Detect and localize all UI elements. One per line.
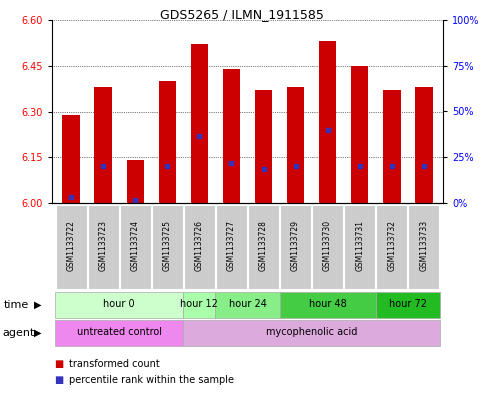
Bar [56, 205, 86, 289]
Text: GSM1133727: GSM1133727 [227, 220, 236, 271]
Text: GSM1133725: GSM1133725 [163, 220, 172, 271]
Text: hour 12: hour 12 [181, 299, 218, 309]
Bar [55, 320, 184, 345]
Text: untreated control: untreated control [77, 327, 162, 338]
Text: GSM1133724: GSM1133724 [131, 220, 140, 271]
Text: GSM1133729: GSM1133729 [291, 220, 300, 271]
Bar [280, 205, 311, 289]
Bar [287, 87, 304, 203]
Bar [280, 292, 376, 318]
Bar [184, 205, 215, 289]
Text: time: time [4, 300, 29, 310]
Text: hour 48: hour 48 [309, 299, 346, 309]
Bar [376, 292, 440, 318]
Bar [415, 87, 433, 203]
Bar [184, 320, 440, 345]
Text: ▶: ▶ [34, 300, 42, 310]
Bar [158, 81, 176, 203]
Text: percentile rank within the sample: percentile rank within the sample [69, 375, 234, 385]
Bar [184, 292, 215, 318]
Text: agent: agent [2, 328, 34, 338]
Bar [248, 205, 279, 289]
Bar [95, 87, 112, 203]
Bar [88, 205, 119, 289]
Bar [152, 205, 183, 289]
Text: GSM1133732: GSM1133732 [387, 220, 396, 271]
Text: mycophenolic acid: mycophenolic acid [266, 327, 357, 338]
Text: GSM1133730: GSM1133730 [323, 220, 332, 271]
Bar [255, 90, 272, 203]
Text: GSM1133726: GSM1133726 [195, 220, 204, 271]
Bar [62, 114, 80, 203]
Text: GSM1133731: GSM1133731 [355, 220, 364, 271]
Text: ■: ■ [55, 375, 64, 385]
Bar [351, 66, 369, 203]
Bar [319, 41, 337, 203]
Bar [383, 90, 400, 203]
Text: ▶: ▶ [34, 328, 42, 338]
Bar [344, 205, 375, 289]
Bar [120, 205, 151, 289]
Bar [223, 69, 240, 203]
Bar [376, 205, 407, 289]
Bar [55, 292, 184, 318]
Text: GSM1133728: GSM1133728 [259, 220, 268, 271]
Text: GSM1133722: GSM1133722 [67, 220, 76, 271]
Text: GSM1133733: GSM1133733 [419, 220, 428, 271]
Text: ■: ■ [55, 360, 64, 369]
Text: transformed count: transformed count [69, 360, 160, 369]
Text: hour 72: hour 72 [389, 299, 427, 309]
Bar [409, 205, 439, 289]
Text: GDS5265 / ILMN_1911585: GDS5265 / ILMN_1911585 [159, 8, 324, 21]
Bar [215, 292, 280, 318]
Text: GSM1133723: GSM1133723 [99, 220, 108, 271]
Bar [191, 44, 208, 203]
Bar [127, 160, 144, 203]
Bar [312, 205, 343, 289]
Bar [216, 205, 247, 289]
Text: hour 0: hour 0 [103, 299, 135, 309]
Text: hour 24: hour 24 [228, 299, 267, 309]
